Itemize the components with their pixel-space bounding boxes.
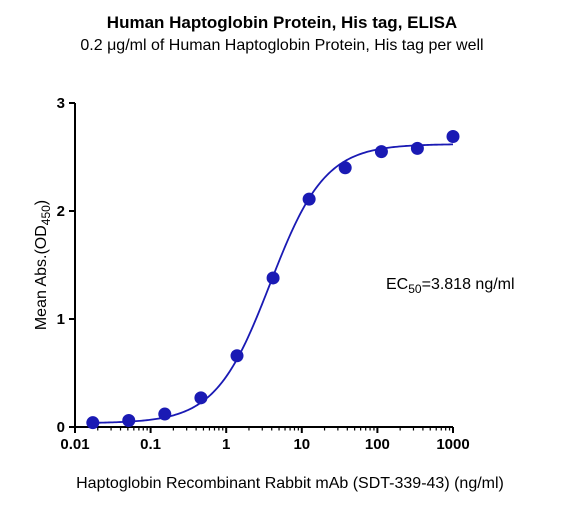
chart-title: Human Haptoglobin Protein, His tag, ELIS… bbox=[106, 13, 458, 32]
x-tick-label: 0.01 bbox=[60, 436, 89, 453]
data-points bbox=[86, 129, 460, 430]
axes: 0 1 2 3 0.01 0.1 1 10 100 1000 bbox=[57, 95, 470, 453]
y-axis-label: Mean Abs.(OD450) bbox=[33, 200, 53, 330]
ec50-prefix: EC bbox=[386, 276, 408, 293]
y-tick-label: 2 bbox=[57, 203, 65, 220]
data-point bbox=[194, 391, 208, 405]
y-axis-label-sub: 450 bbox=[39, 205, 53, 225]
data-point bbox=[302, 192, 316, 206]
data-point bbox=[410, 141, 424, 155]
ec50-subscript: 50 bbox=[408, 282, 422, 296]
x-tick-label: 1 bbox=[222, 436, 230, 453]
data-point bbox=[446, 129, 460, 143]
y-axis-label-main: Mean Abs.(OD bbox=[33, 225, 50, 330]
x-tick-label: 0.1 bbox=[140, 436, 161, 453]
ec50-suffix: =3.818 ng/ml bbox=[422, 276, 515, 293]
data-point bbox=[86, 416, 100, 430]
chart-subtitle: 0.2 μg/ml of Human Haptoglobin Protein, … bbox=[80, 37, 484, 54]
data-point bbox=[158, 407, 172, 421]
y-tick-label: 0 bbox=[57, 419, 65, 436]
y-axis-label-end: ) bbox=[33, 200, 50, 205]
x-tick-label: 10 bbox=[293, 436, 310, 453]
data-point bbox=[374, 145, 388, 159]
y-tick-label: 1 bbox=[57, 311, 65, 328]
x-axis-label: Haptoglobin Recombinant Rabbit mAb (SDT-… bbox=[76, 475, 504, 492]
ec50-annotation: EC50=3.818 ng/ml bbox=[386, 276, 515, 296]
data-point bbox=[122, 414, 136, 428]
data-point bbox=[338, 161, 352, 175]
y-tick-label: 3 bbox=[57, 95, 65, 112]
x-tick-label: 100 bbox=[365, 436, 390, 453]
data-point bbox=[230, 349, 244, 363]
x-tick-label: 1000 bbox=[436, 436, 469, 453]
data-point bbox=[266, 271, 280, 285]
